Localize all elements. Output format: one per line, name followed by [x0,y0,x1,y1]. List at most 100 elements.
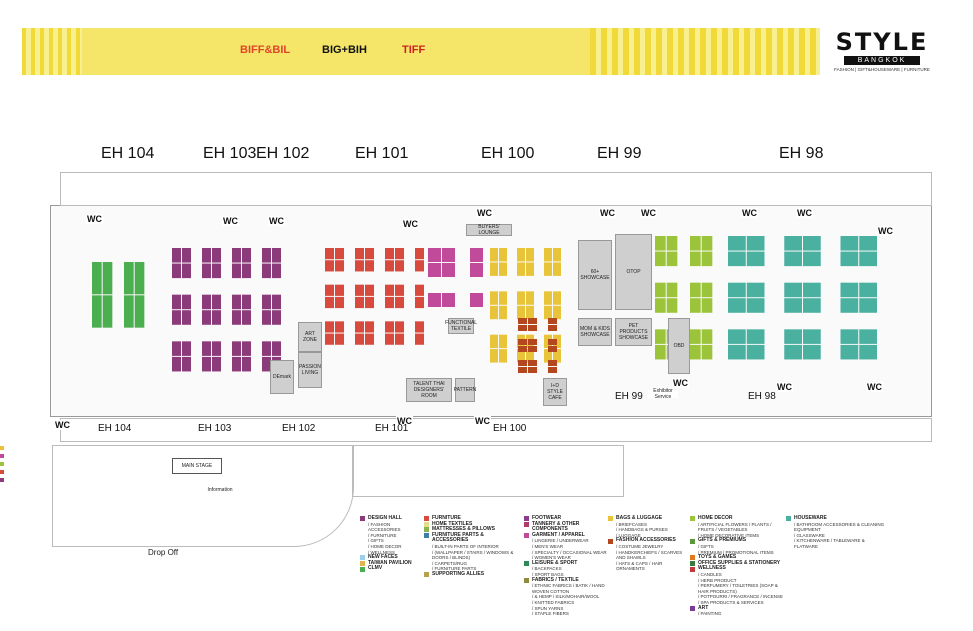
booth[interactable] [803,282,821,298]
booth[interactable] [784,282,802,298]
booth[interactable] [701,329,713,344]
booth[interactable] [690,251,701,267]
booth[interactable] [784,329,802,344]
booth[interactable] [202,341,211,356]
booth[interactable] [701,282,713,298]
booth[interactable] [528,367,537,373]
booth[interactable] [859,282,877,298]
booth[interactable] [746,344,765,360]
mom-kids-showcase[interactable]: MOM & KIDS SHOWCASE [578,318,612,346]
booth[interactable] [490,334,498,349]
booth[interactable] [499,305,507,320]
booth[interactable] [272,341,281,356]
booth[interactable] [365,284,374,296]
booth[interactable] [548,360,557,366]
booth[interactable] [202,248,211,263]
booth[interactable] [272,310,281,325]
booth[interactable] [499,291,507,305]
booth[interactable] [232,248,241,263]
booth[interactable] [172,341,181,356]
demark-zone[interactable]: DEmark [270,360,294,394]
booth[interactable] [262,294,271,310]
booth[interactable] [182,310,191,325]
booth[interactable] [528,318,537,324]
booth[interactable] [232,263,241,279]
booth[interactable] [415,248,424,260]
booth[interactable] [548,346,557,352]
booth[interactable] [325,260,334,272]
booth[interactable] [428,263,441,277]
booth[interactable] [212,356,221,372]
booth[interactable] [395,284,404,296]
booth[interactable] [242,263,251,279]
booth[interactable] [728,251,746,267]
passion-living[interactable]: PASSION LIVING [298,352,322,388]
booth[interactable] [134,295,145,328]
booth[interactable] [701,344,713,360]
booth[interactable] [784,251,802,267]
booth[interactable] [690,329,701,344]
booth[interactable] [803,329,821,344]
booth[interactable] [655,329,666,344]
obd-zone[interactable]: OBD [668,318,690,374]
booth[interactable] [212,310,221,325]
functional-textile-zone[interactable]: FUNCTIONAL TEXTILE [445,318,478,334]
booth[interactable] [859,251,877,267]
booth[interactable] [212,341,221,356]
booth[interactable] [124,262,134,295]
booth[interactable] [728,329,746,344]
booth[interactable] [528,360,537,366]
booth[interactable] [784,344,802,360]
booth[interactable] [859,344,877,360]
booth[interactable] [859,329,877,344]
booth[interactable] [470,248,483,262]
booth[interactable] [859,236,877,251]
booth[interactable] [690,282,701,298]
booth[interactable] [526,248,534,262]
booth[interactable] [840,251,859,267]
booth[interactable] [182,294,191,310]
booth[interactable] [415,284,424,296]
booth[interactable] [803,251,821,267]
booth[interactable] [499,262,507,276]
booth[interactable] [518,346,527,352]
booth[interactable] [746,236,765,251]
booth[interactable] [728,236,746,251]
booth[interactable] [262,310,271,325]
booth[interactable] [518,325,527,331]
showcase-60-plus[interactable]: 60+ SHOWCASE [578,240,612,310]
booth[interactable] [803,298,821,313]
booth[interactable] [442,248,455,262]
booth[interactable] [385,284,394,296]
booth[interactable] [548,318,557,324]
booth[interactable] [518,367,527,373]
pet-products-showcase[interactable]: PET PRODUCTS SHOWCASE [615,318,652,346]
booth[interactable] [840,329,859,344]
booth[interactable] [172,294,181,310]
booth[interactable] [499,349,507,363]
booth[interactable] [517,305,525,320]
booth[interactable] [666,251,678,267]
booth[interactable] [746,298,765,313]
booth[interactable] [242,341,251,356]
booth[interactable] [470,263,483,277]
booth[interactable] [92,295,102,328]
booth[interactable] [395,296,404,309]
booth[interactable] [395,321,404,333]
booth[interactable] [553,248,561,262]
talent-designers-room[interactable]: TALENT THAI DESIGNERS' ROOM [406,378,452,402]
booth[interactable] [442,293,455,307]
booth[interactable] [526,305,534,320]
booth[interactable] [553,291,561,305]
booth[interactable] [517,262,525,276]
booth[interactable] [325,248,334,260]
booth[interactable] [365,248,374,260]
booth[interactable] [526,349,534,363]
booth[interactable] [701,236,713,251]
booth[interactable] [517,291,525,305]
booth[interactable] [544,291,552,305]
booth[interactable] [335,296,344,309]
booth[interactable] [212,263,221,279]
booth[interactable] [182,263,191,279]
booth[interactable] [415,321,424,333]
